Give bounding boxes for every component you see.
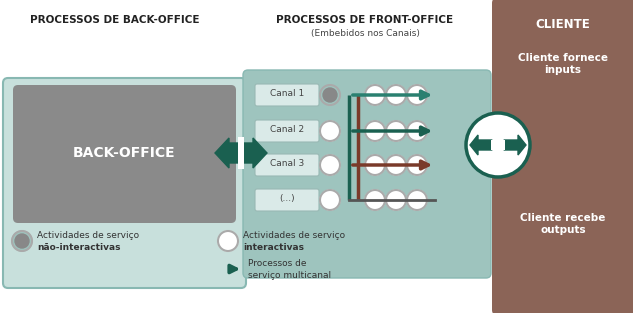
Circle shape	[320, 155, 340, 175]
Circle shape	[466, 113, 530, 177]
Text: Actividades de serviço: Actividades de serviço	[37, 232, 139, 240]
Circle shape	[365, 190, 385, 210]
Circle shape	[323, 88, 337, 102]
Circle shape	[365, 121, 385, 141]
FancyBboxPatch shape	[255, 154, 319, 176]
Text: (...): (...)	[279, 194, 295, 203]
FancyBboxPatch shape	[255, 84, 319, 106]
Text: Cliente fornece: Cliente fornece	[518, 53, 608, 63]
Circle shape	[365, 85, 385, 105]
Circle shape	[407, 85, 427, 105]
FancyBboxPatch shape	[497, 3, 507, 310]
Text: CLIENTE: CLIENTE	[536, 18, 591, 31]
Circle shape	[386, 155, 406, 175]
FancyBboxPatch shape	[255, 189, 319, 211]
Polygon shape	[215, 138, 267, 168]
Circle shape	[365, 155, 385, 175]
Circle shape	[320, 85, 340, 105]
Circle shape	[386, 190, 406, 210]
Text: PROCESSOS DE BACK-OFFICE: PROCESSOS DE BACK-OFFICE	[30, 15, 200, 25]
Text: Canal 2: Canal 2	[270, 126, 304, 135]
FancyBboxPatch shape	[243, 70, 491, 278]
Text: outputs: outputs	[540, 225, 586, 235]
Circle shape	[407, 121, 427, 141]
Circle shape	[15, 234, 29, 248]
Circle shape	[12, 231, 32, 251]
Circle shape	[386, 121, 406, 141]
FancyBboxPatch shape	[255, 120, 319, 142]
Text: serviço multicanal: serviço multicanal	[248, 270, 331, 280]
FancyBboxPatch shape	[13, 85, 236, 223]
FancyBboxPatch shape	[3, 78, 246, 288]
Text: PROCESSOS DE FRONT-OFFICE: PROCESSOS DE FRONT-OFFICE	[277, 15, 454, 25]
Text: Canal 1: Canal 1	[270, 90, 304, 99]
Circle shape	[218, 231, 238, 251]
Text: (Embebidos nos Canais): (Embebidos nos Canais)	[311, 29, 420, 38]
Text: Canal 3: Canal 3	[270, 160, 304, 168]
Polygon shape	[504, 135, 526, 155]
Circle shape	[320, 121, 340, 141]
FancyBboxPatch shape	[491, 140, 505, 150]
Text: não-interactivas: não-interactivas	[37, 243, 120, 252]
FancyBboxPatch shape	[492, 0, 633, 313]
Polygon shape	[470, 135, 492, 155]
Circle shape	[320, 190, 340, 210]
Text: BACK-OFFICE: BACK-OFFICE	[73, 146, 175, 160]
Text: interactivas: interactivas	[243, 243, 304, 252]
FancyBboxPatch shape	[238, 137, 244, 169]
Text: Actividades de serviço: Actividades de serviço	[243, 232, 345, 240]
Circle shape	[407, 155, 427, 175]
Circle shape	[407, 190, 427, 210]
Text: Processos de: Processos de	[248, 259, 306, 269]
Text: inputs: inputs	[544, 65, 582, 75]
Text: Cliente recebe: Cliente recebe	[520, 213, 606, 223]
Circle shape	[386, 85, 406, 105]
